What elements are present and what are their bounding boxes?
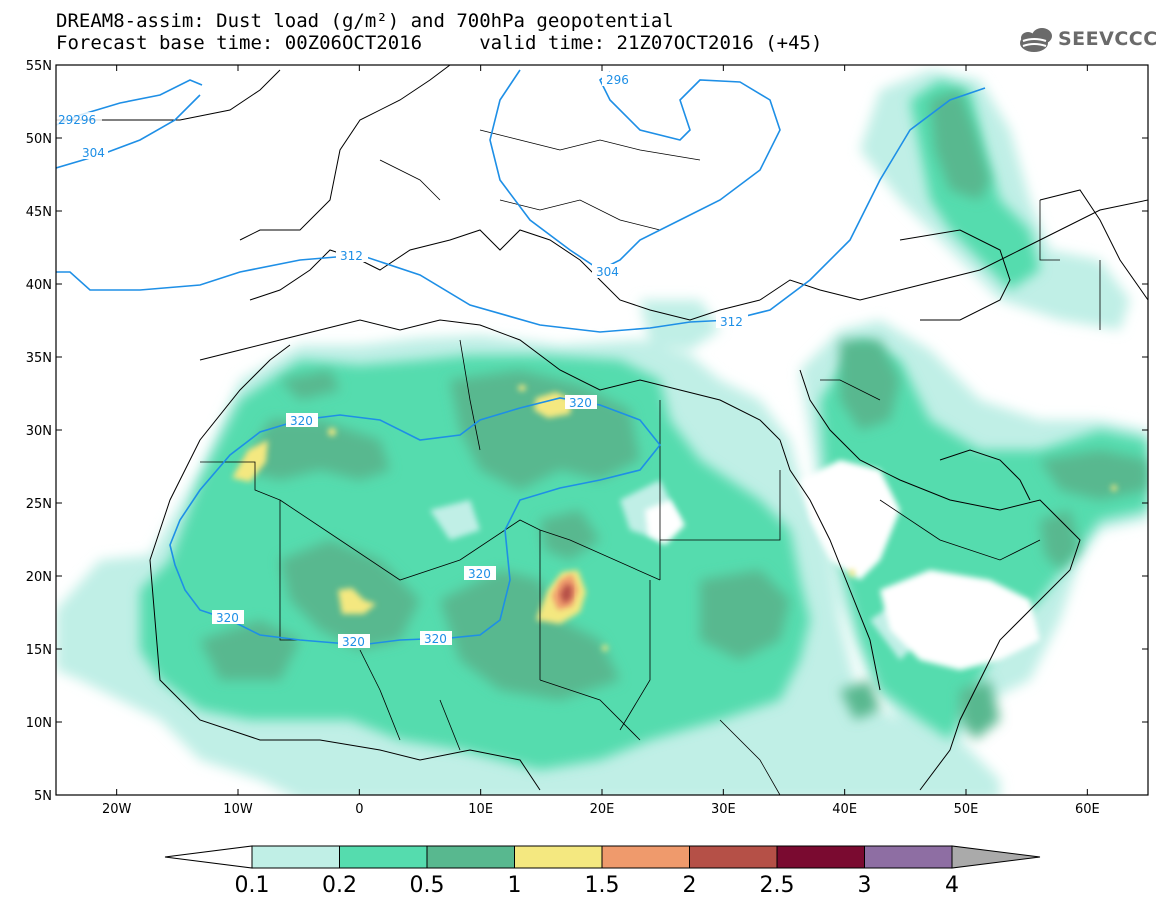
lon-label: 20W xyxy=(102,802,132,817)
time-line: Forecast base time: 00Z06OCT2016 valid t… xyxy=(56,32,823,54)
lon-label: 50E xyxy=(954,802,979,817)
contour-label: 304 xyxy=(82,146,105,160)
lon-label: 20E xyxy=(590,802,615,817)
colorbar-swatch xyxy=(426,845,515,869)
colorbar-swatch xyxy=(689,845,778,869)
contour-label: 29296 xyxy=(58,113,96,127)
contour-label: 296 xyxy=(606,73,629,87)
colorbar-label: 0.5 xyxy=(410,873,445,898)
lat-label: 15N xyxy=(26,643,52,658)
lat-label: 20N xyxy=(26,570,52,585)
contour-label: 320 xyxy=(216,611,239,625)
geopotential-contours xyxy=(56,69,986,646)
colorbar-swatch xyxy=(251,845,340,869)
colorbar: 0.1 0.2 0.5 1 1.5 2 2.5 3 4 xyxy=(164,845,1041,898)
lat-label: 45N xyxy=(26,205,52,220)
country-borders xyxy=(200,129,1101,795)
contour-label: 320 xyxy=(424,632,447,646)
contour-label: 312 xyxy=(720,315,743,329)
dust-clear-areas xyxy=(645,460,1040,670)
contour-label: 320 xyxy=(342,635,365,649)
colorbar-min-arrow xyxy=(164,845,253,869)
lat-label: 30N xyxy=(26,424,52,439)
colorbar-swatch xyxy=(776,845,865,869)
latitude-axis: 55N 50N 45N 40N 35N 30N 25N 20N 15N 10N 5N xyxy=(26,59,1148,804)
lon-label: 30E xyxy=(711,802,736,817)
lat-label: 35N xyxy=(26,351,52,366)
colorbar-swatch xyxy=(601,845,690,869)
lat-label: 10N xyxy=(26,716,52,731)
lon-label: 40E xyxy=(832,802,857,817)
longitude-axis: 20W 10W 0 10E 20E 30E 40E 50E 60E xyxy=(102,65,1100,817)
lon-label: 0 xyxy=(355,802,363,817)
colorbar-label: 3 xyxy=(858,873,872,898)
contour-label: 320 xyxy=(290,414,313,428)
colorbar-label: 2 xyxy=(683,873,697,898)
colorbar-swatch xyxy=(864,845,953,869)
lat-label: 5N xyxy=(34,789,52,804)
colorbar-label: 4 xyxy=(945,873,959,898)
contour-label: 312 xyxy=(340,249,363,263)
lon-label: 10W xyxy=(223,802,253,817)
map-header: DREAM8-assim: Dust load (g/m²) and 700hP… xyxy=(56,10,956,54)
colorbar-label: 1 xyxy=(508,873,522,898)
contour-label: 304 xyxy=(596,265,619,279)
colorbar-label: 2.5 xyxy=(760,873,795,898)
lat-label: 55N xyxy=(26,59,52,74)
coastlines xyxy=(56,65,1148,791)
lon-label: 10E xyxy=(468,802,493,817)
title-line: DREAM8-assim: Dust load (g/m²) and 700hP… xyxy=(56,10,674,32)
colorbar-label: 0.1 xyxy=(235,873,270,898)
colorbar-max-arrow xyxy=(951,845,1041,869)
contour-label: 320 xyxy=(468,567,491,581)
contour-label: 320 xyxy=(569,396,592,410)
lat-label: 25N xyxy=(26,497,52,512)
colorbar-label: 1.5 xyxy=(585,873,620,898)
cloud-logo-icon xyxy=(1020,28,1052,52)
lon-label: 60E xyxy=(1075,802,1100,817)
contour-labels: 29296 304 296 312 304 312 320 320 320 32… xyxy=(56,72,748,649)
colorbar-label: 0.2 xyxy=(322,873,357,898)
lat-label: 50N xyxy=(26,132,52,147)
colorbar-swatch xyxy=(339,845,428,869)
colorbar-swatch xyxy=(514,845,603,869)
lat-label: 40N xyxy=(26,278,52,293)
dust-level-2 xyxy=(560,584,572,604)
logo-text: SEEVCCC xyxy=(1058,28,1158,50)
